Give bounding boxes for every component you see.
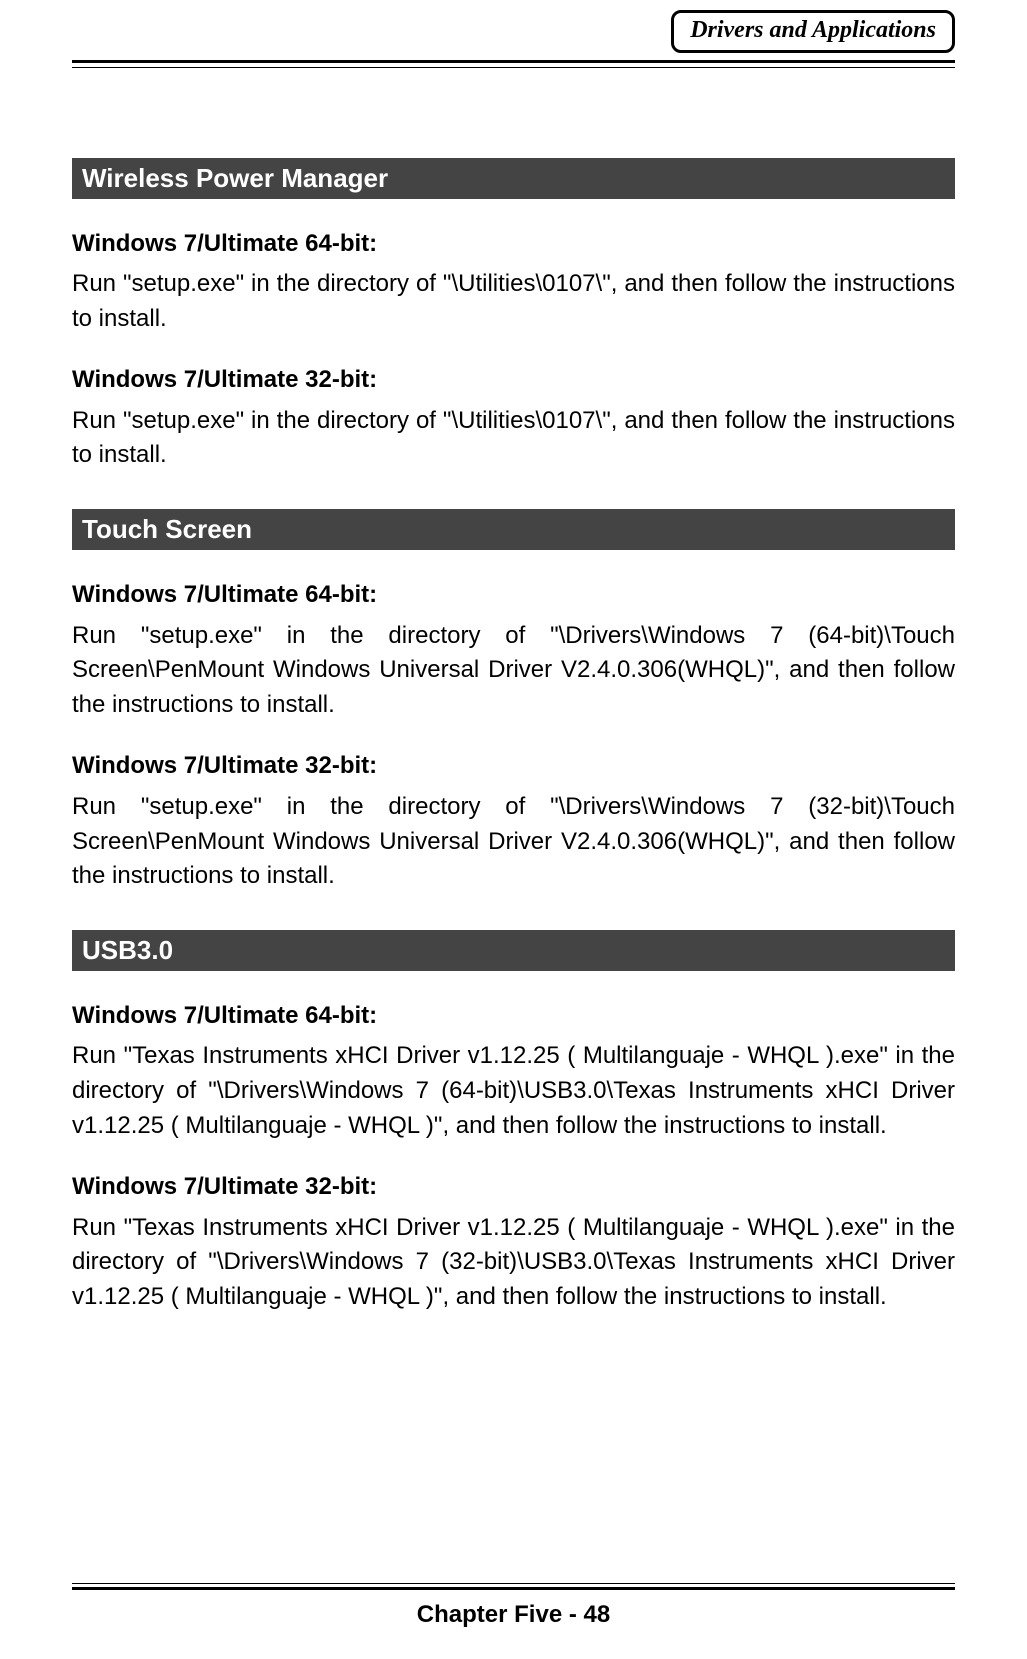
- chapter-header-label: Drivers and Applications: [690, 17, 936, 43]
- top-horizontal-rule: [72, 60, 955, 63]
- section-heading-usb3: USB3.0: [72, 930, 955, 971]
- section-heading-touch-screen: Touch Screen: [72, 509, 955, 550]
- sub-heading: Windows 7/Ultimate 64-bit:: [72, 578, 955, 613]
- sub-heading: Windows 7/Ultimate 64-bit:: [72, 999, 955, 1034]
- bottom-horizontal-rule: [72, 1583, 955, 1584]
- sub-heading: Windows 7/Ultimate 32-bit:: [72, 749, 955, 784]
- page-footer-text: Chapter Five - 48: [417, 1601, 610, 1628]
- document-page: Drivers and Applications Wireless Power …: [0, 0, 1027, 1659]
- section-heading-wireless-power-manager: Wireless Power Manager: [72, 158, 955, 199]
- sub-heading: Windows 7/Ultimate 64-bit:: [72, 227, 955, 262]
- sub-heading: Windows 7/Ultimate 32-bit:: [72, 363, 955, 398]
- page-content: Wireless Power Manager Windows 7/Ultimat…: [72, 158, 955, 1351]
- chapter-header-box: Drivers and Applications: [671, 10, 955, 53]
- body-text: Run "setup.exe" in the directory of "\Ut…: [72, 267, 955, 337]
- body-text: Run "setup.exe" in the directory of "\Dr…: [72, 790, 955, 894]
- body-text: Run "Texas Instruments xHCI Driver v1.12…: [72, 1211, 955, 1315]
- page-footer: Chapter Five - 48: [0, 1601, 1027, 1629]
- body-text: Run "setup.exe" in the directory of "\Dr…: [72, 619, 955, 723]
- sub-heading: Windows 7/Ultimate 32-bit:: [72, 1170, 955, 1205]
- body-text: Run "setup.exe" in the directory of "\Ut…: [72, 404, 955, 474]
- body-text: Run "Texas Instruments xHCI Driver v1.12…: [72, 1039, 955, 1143]
